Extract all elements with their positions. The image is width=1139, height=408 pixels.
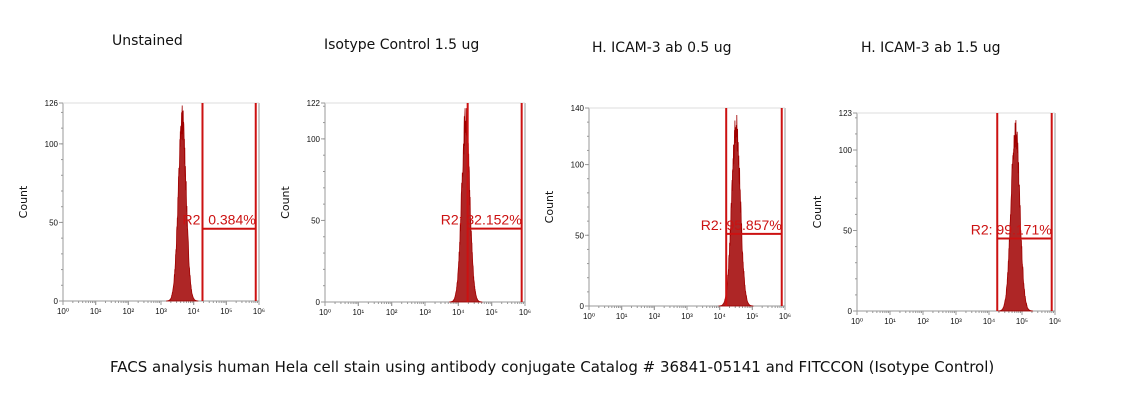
x-tick-label: 10⁴ xyxy=(187,307,200,316)
histogram-series xyxy=(165,105,199,302)
y-axis-label: Count xyxy=(543,190,556,223)
panel-title-2: Isotype Control 1.5 ug xyxy=(324,37,480,53)
histogram-chart-1: 10⁰ 10¹ 10² 10³ 10⁴ 10⁵ 10⁶ 0 50 100 126 Count R2: 0… xyxy=(17,99,265,316)
x-tick-label: 10⁰ xyxy=(851,317,863,326)
panel-title-3: H. ICAM-3 ab 0.5 ug xyxy=(592,40,732,56)
x-tick-label: 10² xyxy=(649,312,661,321)
y-tick-label: 0 xyxy=(54,297,59,306)
histogram-chart-2: 10⁰ 10¹ 10² 10³ 10⁴ 10⁵ 10⁶ 0 50 100 122 Count R2: 3… xyxy=(279,99,531,317)
x-tick-label: 10⁵ xyxy=(220,307,232,316)
x-tick-label: 10⁵ xyxy=(486,308,498,317)
gate-percentage-label: R2: 95.857% xyxy=(701,217,782,233)
y-tick-label: 100 xyxy=(45,140,59,149)
x-tick-label: 10⁰ xyxy=(57,307,69,316)
panel-title-4: H. ICAM-3 ab 1.5 ug xyxy=(861,40,1001,56)
gate-percentage-label: R2: 0.384% xyxy=(183,212,256,228)
x-tick-label: 10⁴ xyxy=(983,317,996,326)
x-tick-label: 10¹ xyxy=(884,317,896,326)
y-tick-label: 100 xyxy=(839,146,853,155)
x-tick-label: 10⁶ xyxy=(1049,317,1061,326)
x-tick-label: 10² xyxy=(917,317,929,326)
x-tick-label: 10² xyxy=(123,307,135,316)
x-tick-label: 10⁵ xyxy=(1016,317,1028,326)
x-tick-label: 10¹ xyxy=(616,312,628,321)
y-tick-label: 50 xyxy=(49,218,58,227)
histogram-series xyxy=(997,120,1034,312)
y-axis-label: Count xyxy=(17,185,30,218)
histogram-chart-3: 10⁰ 10¹ 10² 10³ 10⁴ 10⁵ 10⁶ 0 50 100 140 Count R2: 9… xyxy=(543,104,791,321)
y-axis-label: Count xyxy=(279,185,292,218)
x-tick-label: 10⁵ xyxy=(746,312,758,321)
y-tick-label: 126 xyxy=(45,99,59,108)
x-tick-label: 10⁰ xyxy=(319,308,331,317)
panel-title-1: Unstained xyxy=(112,33,183,49)
x-tick-label: 10³ xyxy=(681,312,693,321)
x-tick-label: 10⁶ xyxy=(779,312,791,321)
x-tick-label: 10¹ xyxy=(90,307,102,316)
x-tick-label: 10⁴ xyxy=(452,308,465,317)
y-axis-label: Count xyxy=(811,195,824,228)
x-tick-label: 10³ xyxy=(155,307,167,316)
histogram-series xyxy=(718,114,754,307)
histogram-chart-4: 10⁰ 10¹ 10² 10³ 10⁴ 10⁵ 10⁶ 0 50 100 123 Count R2: 9… xyxy=(811,109,1061,326)
y-tick-label: 100 xyxy=(307,135,321,144)
y-tick-label: 0 xyxy=(580,302,585,311)
x-tick-label: 10⁶ xyxy=(253,307,265,316)
x-tick-label: 10⁴ xyxy=(713,312,726,321)
gate-percentage-label: R2: 32.152% xyxy=(441,212,522,228)
y-tick-label: 140 xyxy=(571,104,585,113)
x-tick-label: 10¹ xyxy=(353,308,365,317)
y-tick-label: 123 xyxy=(839,109,853,118)
y-tick-label: 122 xyxy=(307,99,321,108)
x-tick-label: 10⁰ xyxy=(583,312,595,321)
x-tick-label: 10³ xyxy=(950,317,962,326)
y-tick-label: 0 xyxy=(848,307,853,316)
histogram-series xyxy=(449,108,484,303)
y-tick-label: 50 xyxy=(311,216,320,225)
figure-caption: FACS analysis human Hela cell stain usin… xyxy=(110,358,995,376)
gate-percentage-label: R2: 99.171% xyxy=(971,222,1052,238)
x-tick-label: 10⁶ xyxy=(519,308,531,317)
y-tick-label: 0 xyxy=(316,298,321,307)
y-tick-label: 50 xyxy=(575,231,584,240)
y-tick-label: 100 xyxy=(571,161,585,170)
y-tick-label: 50 xyxy=(843,227,852,236)
x-tick-label: 10² xyxy=(386,308,398,317)
x-tick-label: 10³ xyxy=(419,308,431,317)
